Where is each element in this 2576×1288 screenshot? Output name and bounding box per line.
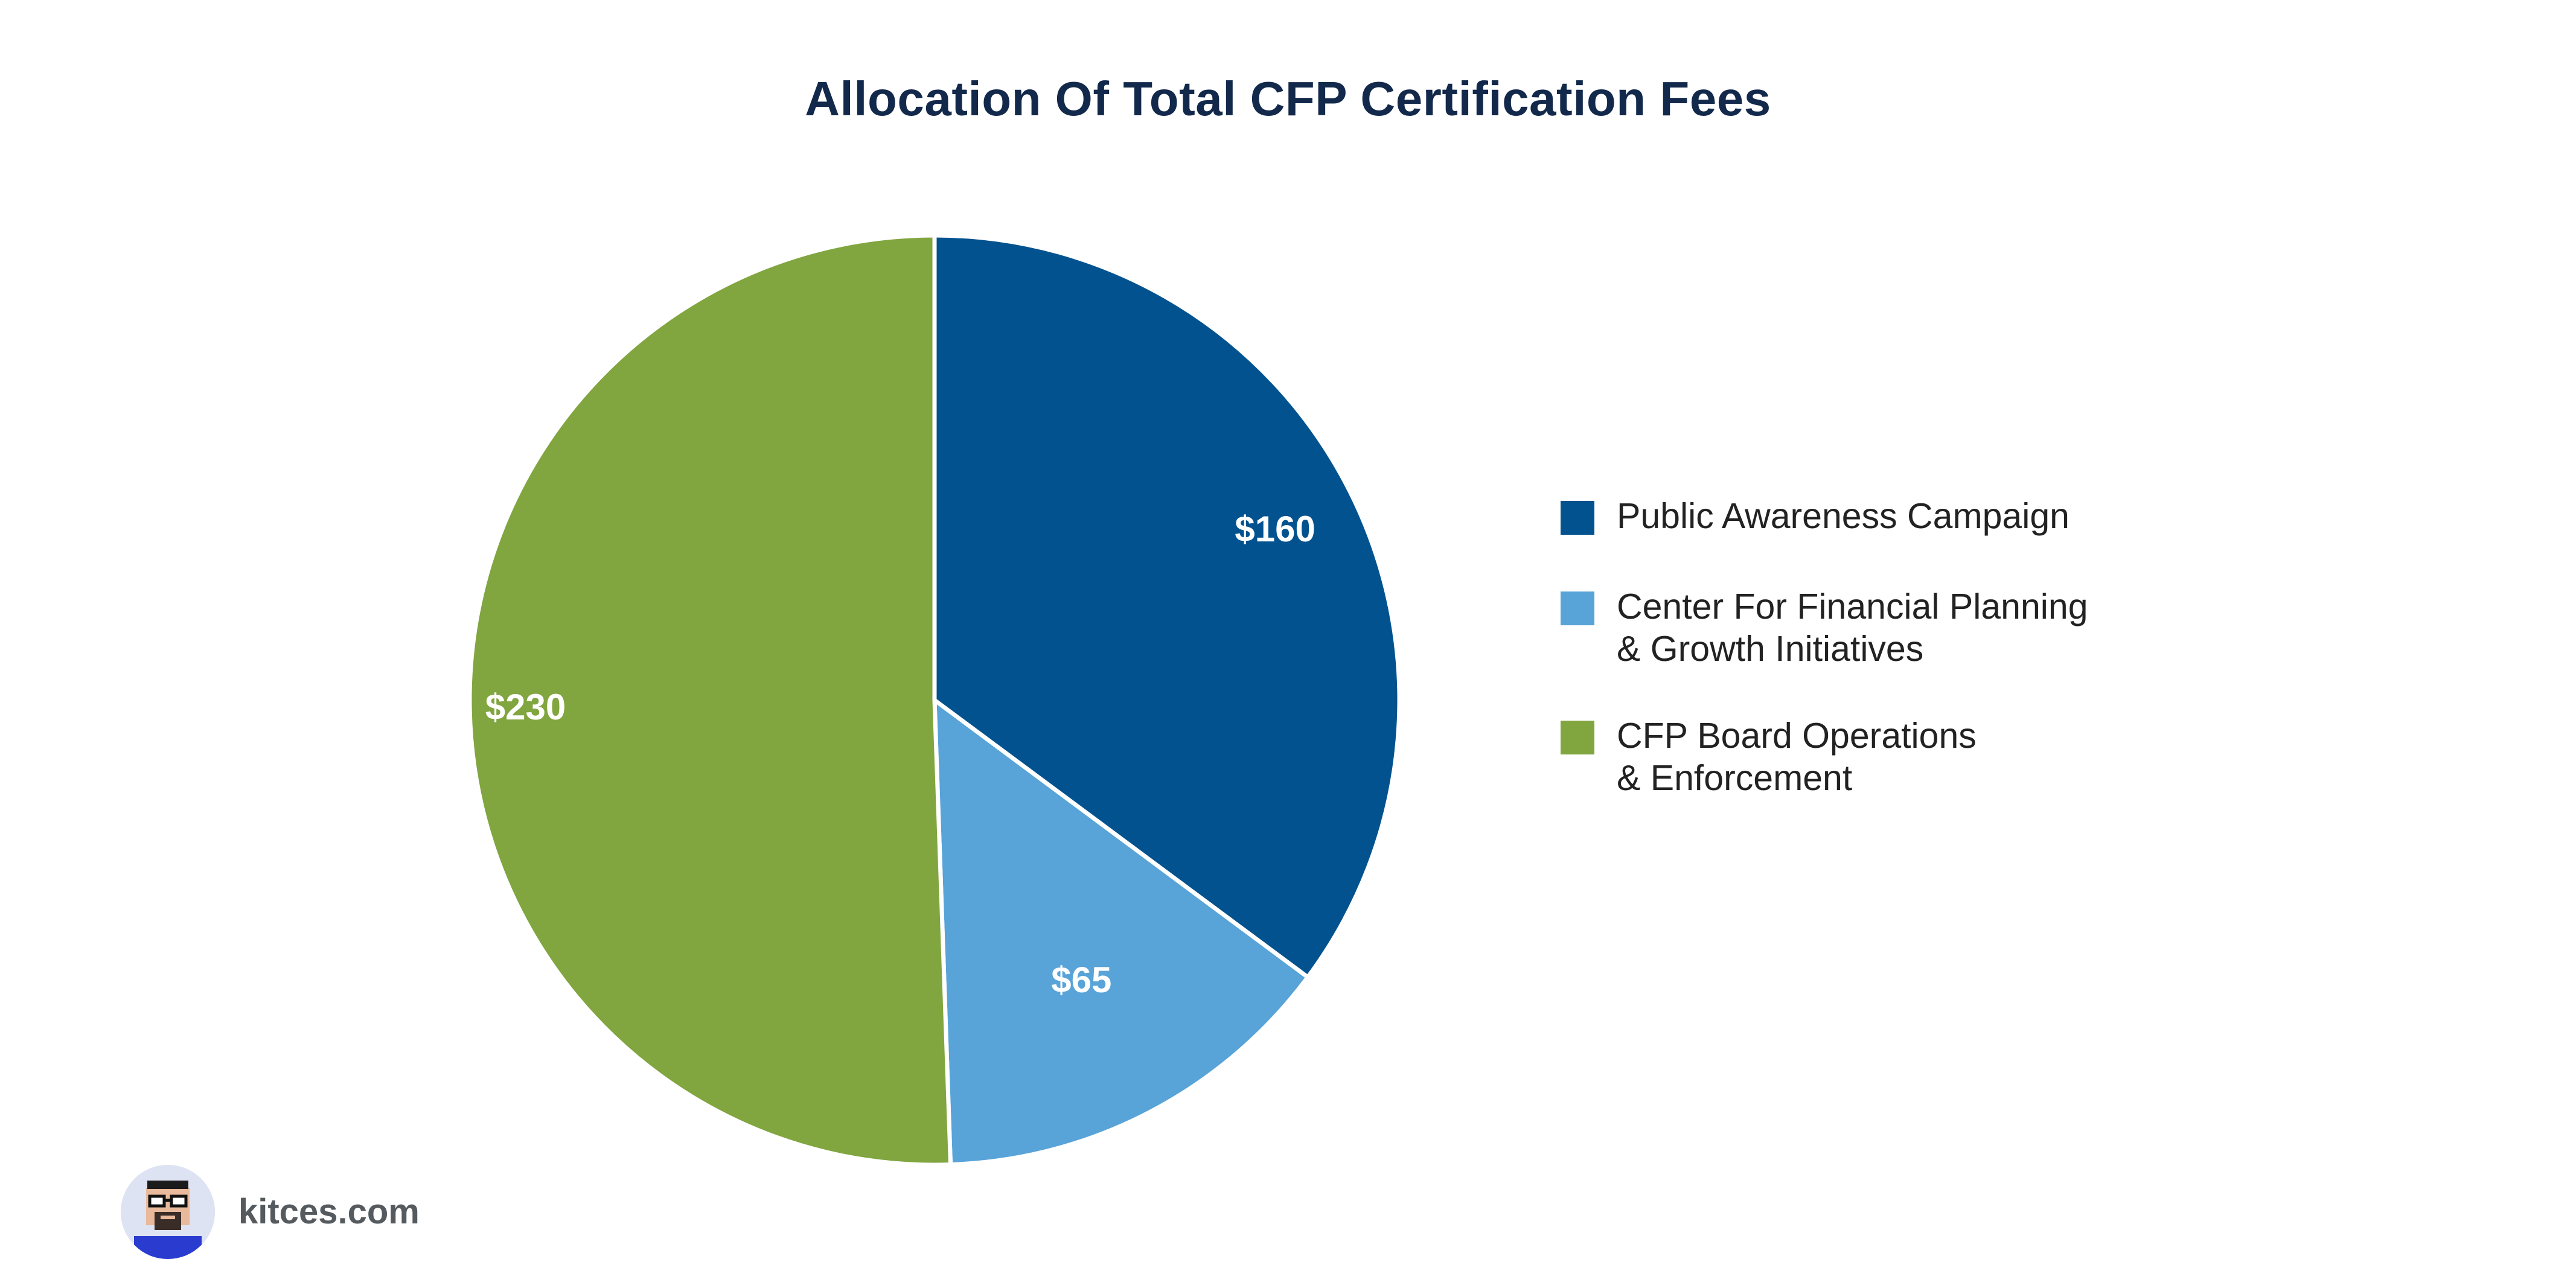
pie-slice: [932, 233, 1402, 980]
legend-swatch: [1561, 721, 1594, 754]
pie-slice-labels: $160 $65 $230: [485, 509, 1315, 1000]
legend-swatch: [1561, 501, 1594, 535]
cartoon-avatar-icon: [121, 1165, 215, 1259]
legend: Public Awareness Campaign Center For Fin…: [1561, 495, 2285, 844]
pie-slice-value-label: $65: [1051, 960, 1111, 1000]
legend-swatch: [1561, 591, 1594, 625]
pie-slice-value-label: $230: [485, 687, 566, 727]
legend-item-public-awareness: Public Awareness Campaign: [1561, 495, 2285, 543]
brand-site-name: kitces.com: [238, 1192, 420, 1231]
pie-slice-value-label: $160: [1235, 509, 1315, 549]
pie-slice: [467, 233, 953, 1167]
pie-slice: [932, 698, 1310, 1167]
chart-title: Allocation Of Total CFP Certification Fe…: [805, 72, 1771, 126]
legend-item-cfp-board-operations: CFP Board Operations & Enforcement: [1561, 715, 2285, 805]
legend-label: Public Awareness Campaign: [1617, 496, 2069, 536]
legend-label: Center For Financial Planning & Growth I…: [1617, 587, 2088, 669]
pie-slices: [467, 233, 1402, 1167]
legend-label: CFP Board Operations & Enforcement: [1617, 716, 1977, 798]
legend-item-center-financial-planning: Center For Financial Planning & Growth I…: [1561, 585, 2285, 676]
